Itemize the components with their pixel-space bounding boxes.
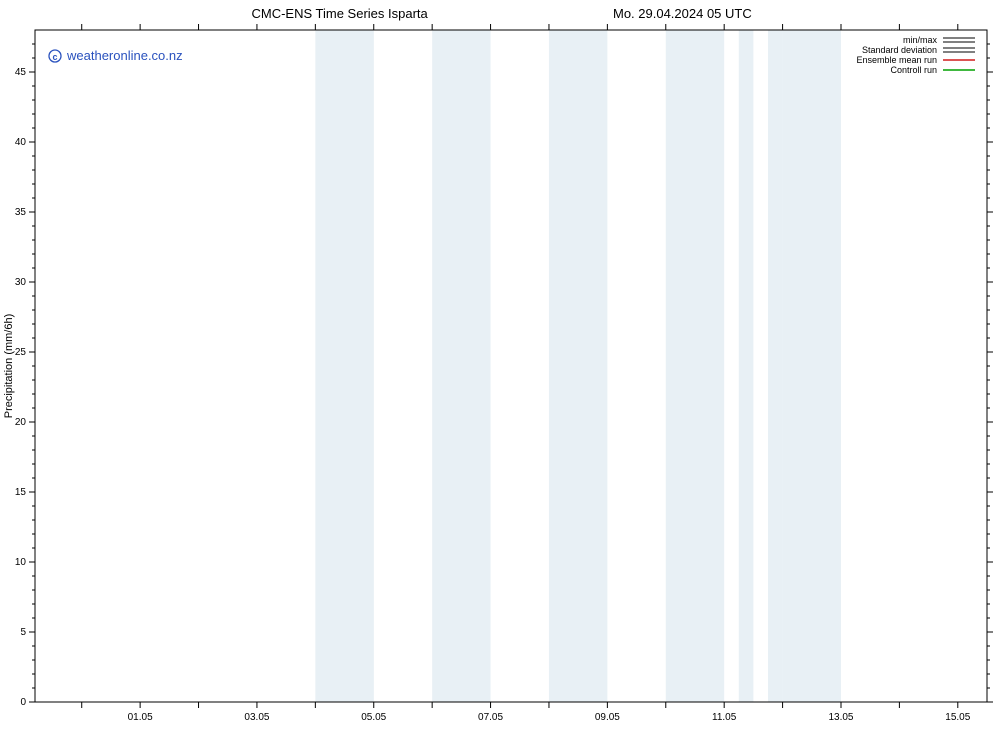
watermark-text: weatheronline.co.nz bbox=[66, 48, 183, 63]
y-axis-label: Precipitation (mm/6h) bbox=[3, 314, 15, 419]
shaded-bands bbox=[315, 30, 841, 702]
y-tick-label: 20 bbox=[15, 417, 27, 428]
svg-text:c: c bbox=[52, 52, 57, 62]
legend-item-label: min/max bbox=[903, 35, 938, 45]
watermark: c weatheronline.co.nz bbox=[49, 48, 183, 63]
legend: min/maxStandard deviationEnsemble mean r… bbox=[856, 35, 975, 75]
x-tick-label: 15.05 bbox=[945, 712, 970, 723]
chart-title-left: CMC-ENS Time Series Isparta bbox=[252, 6, 429, 21]
y-tick-label: 5 bbox=[20, 627, 26, 638]
y-tick-label: 30 bbox=[15, 277, 27, 288]
y-tick-label: 15 bbox=[15, 487, 27, 498]
y-tick-label: 40 bbox=[15, 137, 27, 148]
x-tick-label: 09.05 bbox=[595, 712, 620, 723]
legend-item-label: Ensemble mean run bbox=[856, 55, 937, 65]
legend-item-label: Standard deviation bbox=[862, 45, 937, 55]
plot-area bbox=[35, 30, 987, 702]
y-tick-label: 0 bbox=[20, 697, 26, 708]
y-tick-label: 25 bbox=[15, 347, 27, 358]
legend-item-label: Controll run bbox=[890, 65, 937, 75]
x-tick-label: 11.05 bbox=[712, 712, 737, 723]
x-tick-label: 05.05 bbox=[361, 712, 386, 723]
y-tick-label: 45 bbox=[15, 67, 27, 78]
chart-title-right: Mo. 29.04.2024 05 UTC bbox=[613, 6, 752, 21]
x-tick-label: 13.05 bbox=[828, 712, 853, 723]
y-tick-label: 10 bbox=[15, 557, 27, 568]
y-tick-label: 35 bbox=[15, 207, 27, 218]
chart-container: 0 5 10 15 20 25 30 35 40 45 01.05 03.05 05.05 07.05 09… bbox=[0, 0, 1000, 733]
x-tick-label: 01.05 bbox=[128, 712, 153, 723]
x-tick-label: 07.05 bbox=[478, 712, 503, 723]
x-tick-label: 03.05 bbox=[244, 712, 269, 723]
chart-svg: 0 5 10 15 20 25 30 35 40 45 01.05 03.05 05.05 07.05 09… bbox=[0, 0, 1000, 733]
